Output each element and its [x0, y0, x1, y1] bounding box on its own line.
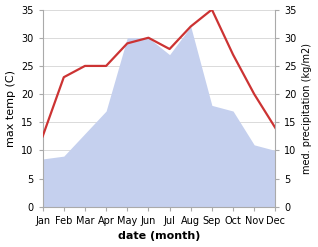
- X-axis label: date (month): date (month): [118, 231, 200, 242]
- Y-axis label: max temp (C): max temp (C): [5, 70, 16, 147]
- Y-axis label: med. precipitation (kg/m2): med. precipitation (kg/m2): [302, 43, 313, 174]
